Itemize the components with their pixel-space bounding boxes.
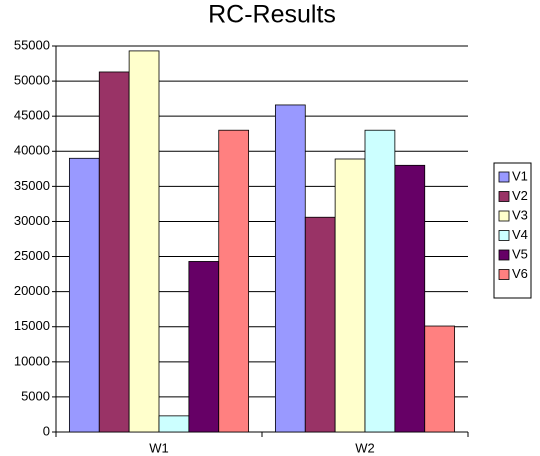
legend-label: V3 (512, 207, 528, 222)
y-tick-label: 50000 (14, 73, 50, 88)
bar (188, 261, 220, 433)
legend-label: V5 (512, 246, 528, 261)
bar (98, 71, 130, 433)
bar (304, 216, 336, 433)
y-tick-label: 20000 (14, 283, 50, 298)
y-tick-label: 30000 (14, 213, 50, 228)
bar (274, 104, 306, 433)
bar (334, 158, 366, 433)
legend-label: V6 (512, 266, 528, 281)
y-tick-label: 0 (43, 423, 50, 438)
y-tick-label: 25000 (14, 248, 50, 263)
y-tick-label: 10000 (14, 353, 50, 368)
legend-swatch (498, 171, 510, 183)
legend-swatch (498, 191, 510, 202)
chart-title: RC-Results (208, 1, 336, 29)
legend-swatch (498, 269, 510, 280)
legend-swatch (498, 210, 510, 222)
bar (394, 164, 426, 433)
bar (128, 50, 160, 433)
x-tick-label: W1 (149, 440, 169, 455)
y-tick-label: 45000 (14, 108, 50, 123)
y-tick-label: 35000 (14, 178, 50, 193)
y-tick-label: 40000 (14, 143, 50, 158)
bar (364, 129, 396, 433)
y-tick-label: 15000 (14, 318, 50, 333)
legend-label: V4 (512, 227, 528, 242)
bar (218, 129, 250, 433)
bar (424, 325, 456, 433)
bar (158, 415, 190, 433)
bar (68, 157, 100, 433)
y-tick-label: 55000 (14, 37, 50, 52)
x-tick-label: W2 (355, 440, 375, 455)
legend-swatch (498, 230, 510, 241)
legend-label: V1 (512, 168, 528, 183)
legend-label: V2 (512, 188, 528, 203)
y-tick-label: 5000 (21, 388, 50, 403)
legend-swatch (498, 249, 510, 261)
